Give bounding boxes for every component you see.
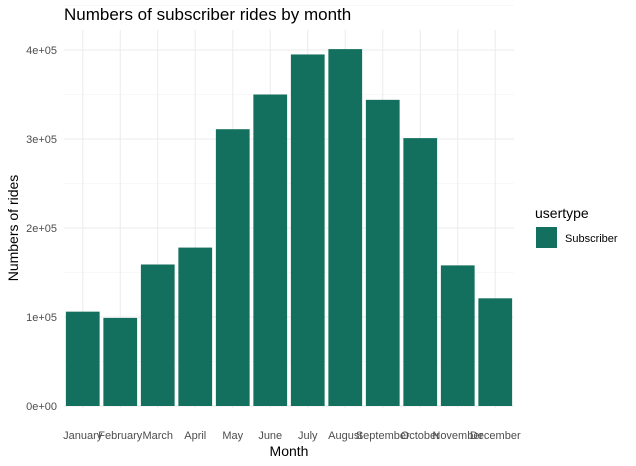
y-tick-label: 4e+05 [26, 45, 57, 57]
bars [65, 49, 513, 407]
x-tick-label: October [401, 430, 440, 442]
x-tick-label: April [184, 430, 206, 442]
bar-august [328, 49, 363, 407]
x-tick-label: June [258, 430, 282, 442]
bar-april [178, 247, 213, 406]
chart-title: Numbers of subscriber rides by month [64, 5, 351, 24]
legend: usertype Subscriber [535, 205, 618, 248]
x-tick-label: May [222, 430, 243, 442]
y-tick-label: 2e+05 [26, 223, 57, 235]
bar-october [403, 138, 438, 407]
x-tick-label: July [298, 430, 318, 442]
y-tick-label: 3e+05 [26, 134, 57, 146]
bar-december [478, 298, 513, 406]
x-axis-title: Month [270, 443, 309, 459]
y-tick-label: 0e+00 [26, 401, 57, 413]
x-tick-label: March [142, 430, 173, 442]
legend-title: usertype [535, 205, 589, 221]
y-tick-label: 1e+05 [26, 312, 57, 324]
x-tick-label: February [98, 430, 143, 442]
legend-label-subscriber: Subscriber [565, 233, 618, 245]
y-axis-title: Numbers of rides [5, 175, 21, 282]
x-tick-label: August [328, 430, 362, 442]
legend-swatch-subscriber [536, 227, 557, 248]
bar-september [365, 99, 400, 406]
y-tick-labels: 0e+00 1e+05 2e+05 3e+05 4e+05 [26, 45, 57, 413]
bar-may [215, 129, 250, 406]
x-tick-label: January [63, 430, 103, 442]
x-tick-label: December [470, 430, 521, 442]
bar-march [140, 264, 175, 406]
bar-january [65, 311, 100, 406]
bar-february [103, 317, 138, 406]
bar-june [253, 94, 288, 406]
bar-november [440, 265, 475, 406]
bar-july [290, 54, 325, 406]
x-tick-label: September [356, 430, 410, 442]
x-tick-label: November [432, 430, 483, 442]
